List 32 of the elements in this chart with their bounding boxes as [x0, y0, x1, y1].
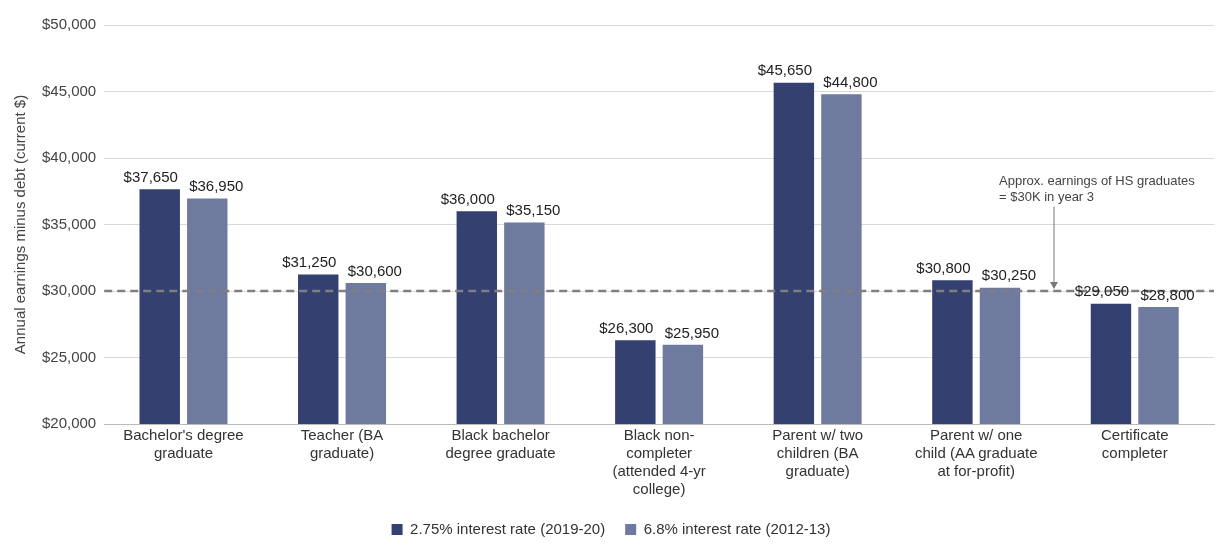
data-label: $25,950	[664, 323, 720, 341]
x-tick-label: Parent w/ one child (AA graduate at for-profit)	[914, 426, 1038, 480]
legend-label: 6.8% interest rate (2012-13)	[643, 519, 831, 537]
y-tick-label: $50,000	[41, 15, 97, 33]
x-tick-label: Teacher (BA graduate)	[300, 426, 384, 462]
data-label: $31,250	[282, 253, 337, 271]
data-label: $26,300	[599, 318, 654, 336]
data-label: $30,800	[916, 259, 971, 276]
data-label: $36,000	[440, 189, 495, 207]
data-label: $45,650	[757, 61, 812, 79]
data-label: $30,600	[347, 261, 402, 279]
data-label: $29,050	[1074, 282, 1130, 300]
y-tick-label: $30,000	[41, 281, 97, 299]
y-tick-label: $40,000	[41, 148, 97, 166]
data-label: $35,150	[506, 201, 561, 219]
x-tick-label: Certificate completer	[1100, 426, 1169, 462]
y-tick-label: $25,000	[41, 347, 97, 365]
data-label: $30,250	[981, 266, 1037, 284]
y-tick-label: $20,000	[41, 414, 97, 432]
data-label: $28,800	[1140, 285, 1195, 303]
data-label: $37,650	[123, 167, 178, 185]
data-label: $36,950	[189, 177, 244, 195]
x-tick-label: Black non-completer (attended 4-yr college)	[612, 426, 706, 498]
x-tick-label: Black bachelor degree graduate	[445, 426, 556, 462]
ref-line-label: Approx. earnings of HS graduates = $30K in year 3	[999, 172, 1196, 204]
y-tick-label: $35,000	[41, 214, 97, 232]
y-axis-title: Annual earnings minus debt (current $)	[11, 94, 29, 355]
legend-label: 2.75% interest rate (2019-20)	[410, 519, 606, 537]
x-tick-label: Parent w/ two children (BA graduate)	[772, 426, 864, 480]
y-tick-label: $45,000	[41, 81, 97, 99]
x-tick-label: Bachelor's degree graduate	[123, 426, 244, 462]
data-label: $44,800	[823, 72, 878, 90]
